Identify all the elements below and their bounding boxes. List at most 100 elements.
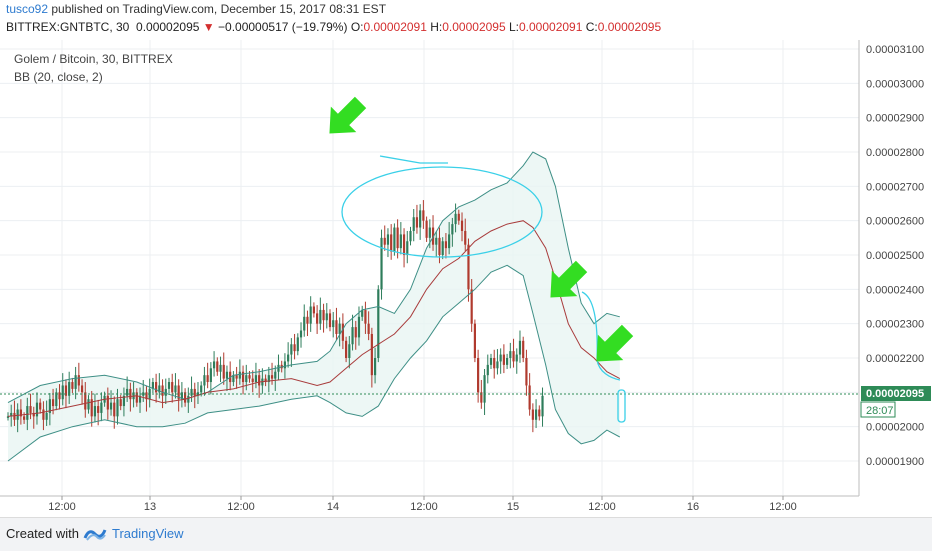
candle-body xyxy=(348,344,351,358)
candle-body xyxy=(171,382,174,393)
candle-body xyxy=(254,375,258,383)
candle-body xyxy=(206,375,209,383)
candle-body xyxy=(448,234,451,249)
candle-body xyxy=(412,217,415,231)
price-tick-label: 0.00002600 xyxy=(866,216,924,228)
candle-body xyxy=(354,327,357,338)
candle-body xyxy=(61,385,64,400)
time-tick-label: 12:00 xyxy=(410,501,438,513)
candle-body xyxy=(270,375,274,379)
candle-body xyxy=(460,220,464,231)
candle-body xyxy=(45,412,48,420)
candle-body xyxy=(480,392,483,403)
candle-body xyxy=(425,220,428,238)
bollinger-basis-line xyxy=(7,220,621,417)
candle-body xyxy=(10,412,13,417)
green-arrow-icon xyxy=(596,324,634,362)
candle-body xyxy=(422,210,425,221)
tradingview-logo-icon[interactable] xyxy=(83,526,107,542)
candle-body xyxy=(264,378,267,383)
candle-body xyxy=(316,313,319,324)
price-tick-label: 0.00003100 xyxy=(866,44,924,56)
candle-body xyxy=(351,327,354,345)
candle-body xyxy=(541,395,544,417)
time-tick-label: 12:00 xyxy=(48,501,76,513)
candle-body xyxy=(51,399,55,407)
candle-body xyxy=(377,289,380,358)
candle-body xyxy=(138,395,142,403)
price-tick-label: 0.00002800 xyxy=(866,147,924,159)
candle-body xyxy=(399,234,402,249)
candle-body xyxy=(373,358,377,376)
price-tick-label: 0.00001900 xyxy=(866,456,924,468)
close-value: 0.00002095 xyxy=(597,20,662,34)
symbol-label: BITTREX:GNTBTC, 30 xyxy=(6,20,130,34)
candle-body xyxy=(267,375,270,383)
candle-body xyxy=(299,330,303,338)
candle-body xyxy=(219,364,222,372)
candle-body xyxy=(68,382,71,396)
candle-body xyxy=(386,234,390,245)
bollinger-band-fill xyxy=(8,152,620,461)
user-drawings xyxy=(329,96,634,423)
candle-body xyxy=(512,351,515,362)
candle-body xyxy=(319,309,322,324)
candle-body xyxy=(409,230,412,242)
candle-body xyxy=(486,364,489,376)
candle-body xyxy=(32,412,35,417)
time-tick-label: 15 xyxy=(507,501,519,513)
price-chart[interactable]: 0.00003100 0.00003000 0.00002900 0.00002800… xyxy=(0,40,932,517)
candle-body xyxy=(473,323,476,358)
candle-body xyxy=(283,361,287,369)
publisher-username[interactable]: tusco92 xyxy=(6,2,49,16)
bollinger-upper-line xyxy=(7,151,620,404)
candle-body xyxy=(158,385,161,393)
candle-body xyxy=(16,409,19,420)
candle-body xyxy=(515,354,518,362)
tradingview-link[interactable]: TradingView xyxy=(112,526,184,541)
price-axis[interactable]: 0.00003100 0.00003000 0.00002900 0.00002800… xyxy=(866,44,924,468)
candle-body xyxy=(13,412,16,420)
candle-body xyxy=(135,392,138,403)
candle-body xyxy=(100,402,103,413)
time-axis[interactable]: 12:00 13 12:00 14 12:00 15 12:00 16 12:00 xyxy=(48,496,797,513)
candle-body xyxy=(77,375,80,386)
candle-body xyxy=(80,385,84,393)
candle-body xyxy=(338,323,341,334)
candle-body xyxy=(390,234,393,252)
candle-body xyxy=(361,309,364,317)
candle-body xyxy=(502,354,505,365)
publish-info: tusco92 published on TradingView.com, De… xyxy=(6,2,386,16)
candle-body xyxy=(42,409,45,420)
last-price: 0.00002095 xyxy=(136,20,200,34)
candle-body xyxy=(241,371,245,383)
indicator-label[interactable]: BB (20, close, 2) xyxy=(14,70,103,84)
candle-body xyxy=(290,344,293,355)
footer-bar: Created with TradingView xyxy=(0,517,932,551)
price-axis-bg xyxy=(859,40,932,496)
low-value: 0.00002091 xyxy=(519,20,583,34)
candle-body xyxy=(345,340,348,358)
candle-body xyxy=(335,320,338,334)
candle-body xyxy=(187,395,190,403)
candle-body xyxy=(367,323,370,334)
green-arrow-icon xyxy=(329,96,367,134)
countdown-label: 28:07 xyxy=(866,405,894,417)
time-tick-label: 16 xyxy=(687,501,699,513)
candle-body xyxy=(441,241,444,255)
candle-body xyxy=(180,392,183,400)
time-tick-label: 14 xyxy=(327,501,339,513)
candle-body xyxy=(97,406,100,413)
candlesticks xyxy=(6,200,544,433)
chart-title: Golem / Bitcoin, 30, BITTREX xyxy=(14,52,173,66)
candle-body xyxy=(357,316,361,338)
candle-body xyxy=(444,241,448,249)
candle-body xyxy=(222,364,225,379)
candle-body xyxy=(531,409,534,420)
candle-body xyxy=(116,399,119,417)
candle-body xyxy=(203,375,206,386)
candle-body xyxy=(328,313,332,328)
candle-body xyxy=(518,340,522,355)
candle-body xyxy=(126,388,129,396)
high-value: 0.00002095 xyxy=(442,20,506,34)
